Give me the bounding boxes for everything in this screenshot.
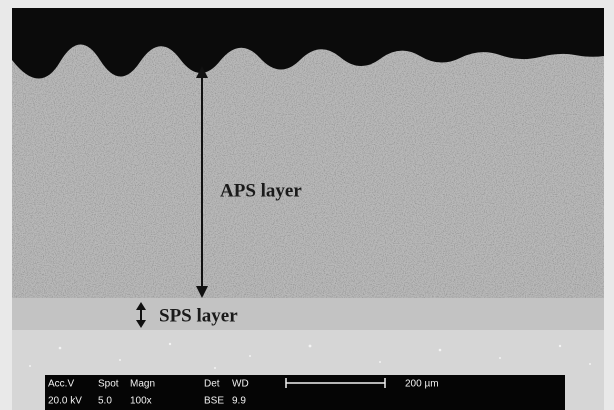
info-header: Spot bbox=[98, 379, 119, 390]
info-value: 100x bbox=[130, 396, 152, 407]
aps-label: APS layer bbox=[220, 180, 302, 201]
scale-label: 200 µm bbox=[405, 379, 439, 390]
info-value: 20.0 kV bbox=[48, 396, 82, 407]
top-edge bbox=[12, 8, 604, 79]
scale-bar bbox=[285, 378, 386, 388]
specks bbox=[29, 342, 591, 369]
info-value: BSE bbox=[204, 396, 224, 407]
sps-arrow bbox=[136, 302, 146, 328]
image bbox=[12, 8, 604, 410]
info-header: WD bbox=[232, 379, 249, 390]
aps-arrow bbox=[196, 66, 208, 298]
info-text: Acc.V Spot Magn Det WD 20.0 kV 5.0 100x BSE 9.9 bbox=[48, 379, 249, 407]
info-value: 5.0 bbox=[98, 396, 112, 407]
info-header: Magn bbox=[130, 379, 155, 390]
info-header: Acc.V bbox=[48, 379, 74, 390]
sps-region bbox=[12, 298, 604, 332]
info-header: Det bbox=[204, 379, 220, 390]
sps-label: SPS layer bbox=[159, 305, 238, 326]
info-bar bbox=[45, 375, 565, 410]
info-value: 9.9 bbox=[232, 396, 246, 407]
